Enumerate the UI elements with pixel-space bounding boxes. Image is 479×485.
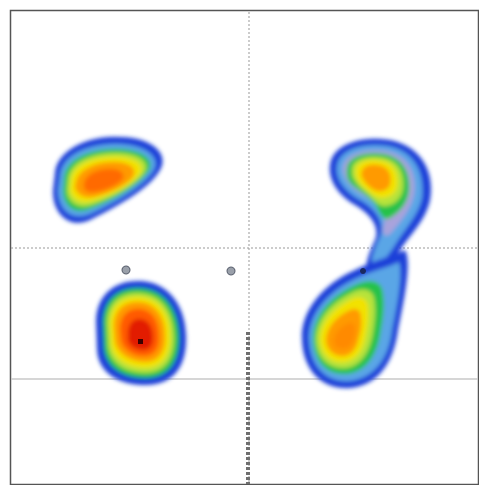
cluster-upper-right — [329, 138, 431, 275]
cluster-upper-left — [52, 136, 163, 223]
peak-marker — [138, 339, 143, 344]
cluster-lower-right — [301, 250, 408, 389]
outlier-point — [226, 266, 236, 276]
cluster-lower-left — [96, 280, 187, 385]
bridge-dot — [360, 268, 366, 274]
outlier-point — [121, 265, 131, 275]
